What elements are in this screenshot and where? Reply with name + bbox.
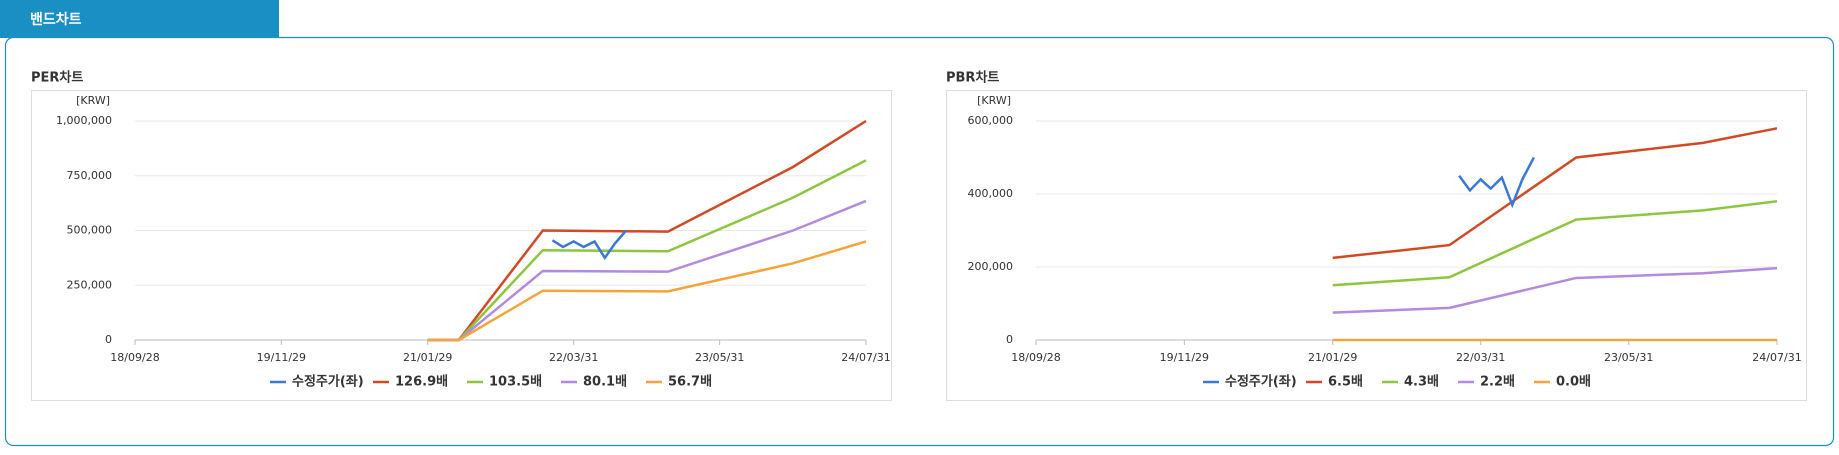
legend-label: 6.5배 <box>1328 374 1363 390</box>
y-tick-label: 1,000,000 <box>56 114 112 127</box>
tab[interactable] <box>0 0 279 38</box>
y-tick-label: 500,000 <box>67 224 113 237</box>
x-tick-label: 24/07/31 <box>841 351 890 364</box>
x-tick-label: 19/11/29 <box>1160 351 1209 364</box>
chart-title: PER차트 <box>31 70 83 86</box>
legend-label: 2.2배 <box>1480 374 1515 390</box>
chart-title: PBR차트 <box>946 70 999 86</box>
x-tick-label: 21/01/29 <box>1308 351 1357 364</box>
legend-label: 4.3배 <box>1404 374 1439 390</box>
series-line <box>551 229 628 261</box>
legend-label: 56.7배 <box>668 374 712 390</box>
legend-label: 수정주가(좌) <box>1225 374 1297 390</box>
legend-label: 수정주가(좌) <box>292 374 364 390</box>
y-tick-label: 0 <box>1006 333 1013 346</box>
x-tick-label: 22/03/31 <box>1456 351 1505 364</box>
y-tick-label: 250,000 <box>67 278 113 291</box>
series-line <box>1458 156 1535 209</box>
x-tick-label: 19/11/29 <box>257 351 306 364</box>
tab-title: 밴드차트 <box>30 12 82 28</box>
unit-label: [KRW] <box>76 94 110 107</box>
y-tick-label: 400,000 <box>968 187 1014 200</box>
x-tick-label: 23/05/31 <box>695 351 744 364</box>
chart-box <box>31 90 892 401</box>
series-line <box>1332 200 1778 287</box>
unit-label: [KRW] <box>977 94 1011 107</box>
y-tick-label: 600,000 <box>968 114 1014 127</box>
x-tick-label: 22/03/31 <box>549 351 598 364</box>
series-line <box>427 240 867 342</box>
x-tick-label: 23/05/31 <box>1604 351 1653 364</box>
y-tick-label: 750,000 <box>67 169 113 182</box>
x-tick-label: 18/09/28 <box>110 351 159 364</box>
x-tick-label: 21/01/29 <box>403 351 452 364</box>
x-tick-label: 24/07/31 <box>1752 351 1801 364</box>
y-tick-label: 0 <box>105 333 112 346</box>
x-tick-label: 18/09/28 <box>1011 351 1060 364</box>
legend-label: 0.0배 <box>1556 374 1591 390</box>
y-tick-label: 200,000 <box>968 260 1014 273</box>
legend-label: 126.9배 <box>395 374 448 390</box>
series-line <box>1332 266 1778 314</box>
legend-label: 103.5배 <box>489 374 542 390</box>
panel <box>4 36 1835 447</box>
chart-box <box>946 90 1807 401</box>
series-line <box>1332 127 1778 260</box>
legend-label: 80.1배 <box>583 374 627 390</box>
